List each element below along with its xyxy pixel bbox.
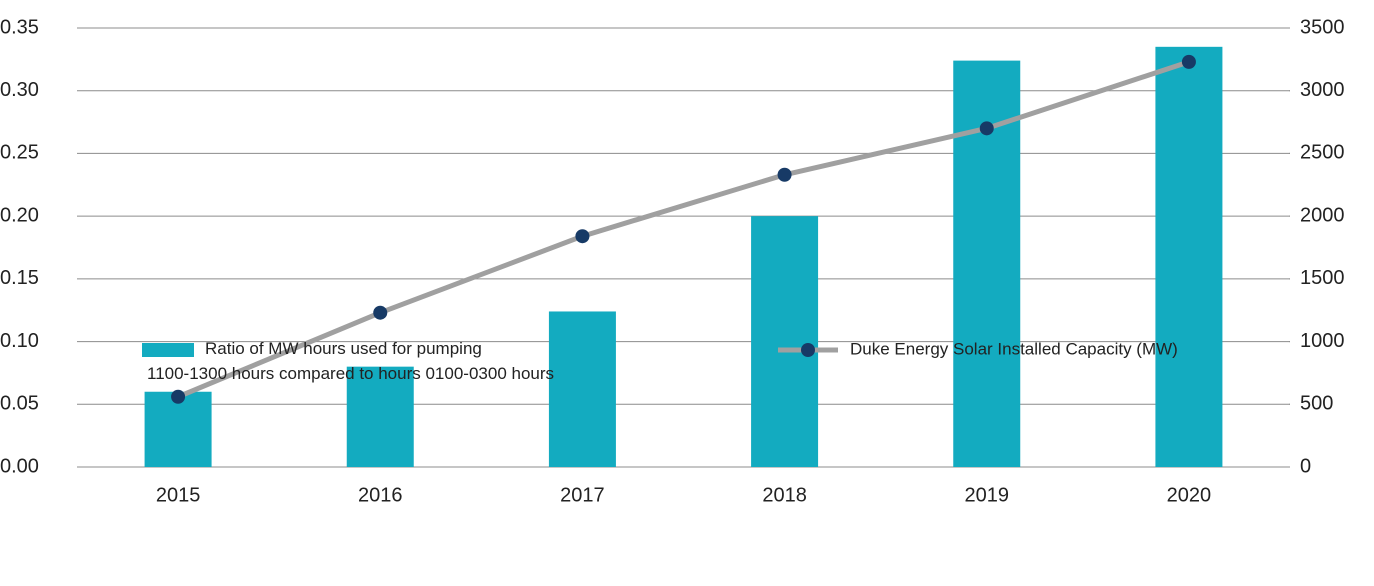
bar (548, 311, 616, 467)
bar (346, 366, 414, 467)
y2-tick-label: 1500 (1300, 267, 1345, 289)
y-tick-label: 0.05 (0, 393, 39, 415)
y-tick-label: 0.25 (0, 142, 39, 164)
line-marker (171, 389, 186, 404)
y-tick-label: 0.30 (0, 79, 39, 101)
y-tick-label: 0.10 (0, 330, 39, 352)
bar (1155, 46, 1223, 468)
y-tick-label: 0.00 (0, 455, 39, 477)
line (177, 59, 1190, 400)
y2-tick-label: 500 (1300, 393, 1333, 415)
legend-label: Duke Energy Solar Installed Capacity (MW… (850, 339, 1178, 358)
y2-tick-label: 1000 (1300, 330, 1345, 352)
line-marker (979, 121, 994, 136)
y-tick-label: 0.20 (0, 204, 39, 226)
y2-tick-label: 3500 (1300, 16, 1345, 38)
x-tick-label: 2019 (965, 484, 1010, 506)
y-tick-label: 0.15 (0, 267, 39, 289)
y2-tick-label: 3000 (1300, 79, 1345, 101)
line-marker (1181, 54, 1196, 69)
line-marker (575, 229, 590, 244)
y2-tick-label: 0 (1300, 455, 1311, 477)
legend-label: Ratio of MW hours used for pumping 1100-1… (147, 339, 554, 383)
y2-tick-label: 2500 (1300, 142, 1345, 164)
x-tick-label: 2020 (1167, 484, 1212, 506)
x-tick-label: 2016 (358, 484, 403, 506)
legend-swatch (142, 343, 194, 357)
x-tick-label: 2017 (560, 484, 605, 506)
legend-marker (801, 343, 815, 357)
line-marker (373, 305, 388, 320)
x-tick-label: 2018 (762, 484, 807, 506)
x-tick-label: 2015 (156, 484, 201, 506)
bar (751, 216, 819, 467)
y-tick-label: 0.35 (0, 16, 39, 38)
y2-tick-label: 2000 (1300, 204, 1345, 226)
line-marker (777, 167, 792, 182)
bar (144, 391, 212, 467)
